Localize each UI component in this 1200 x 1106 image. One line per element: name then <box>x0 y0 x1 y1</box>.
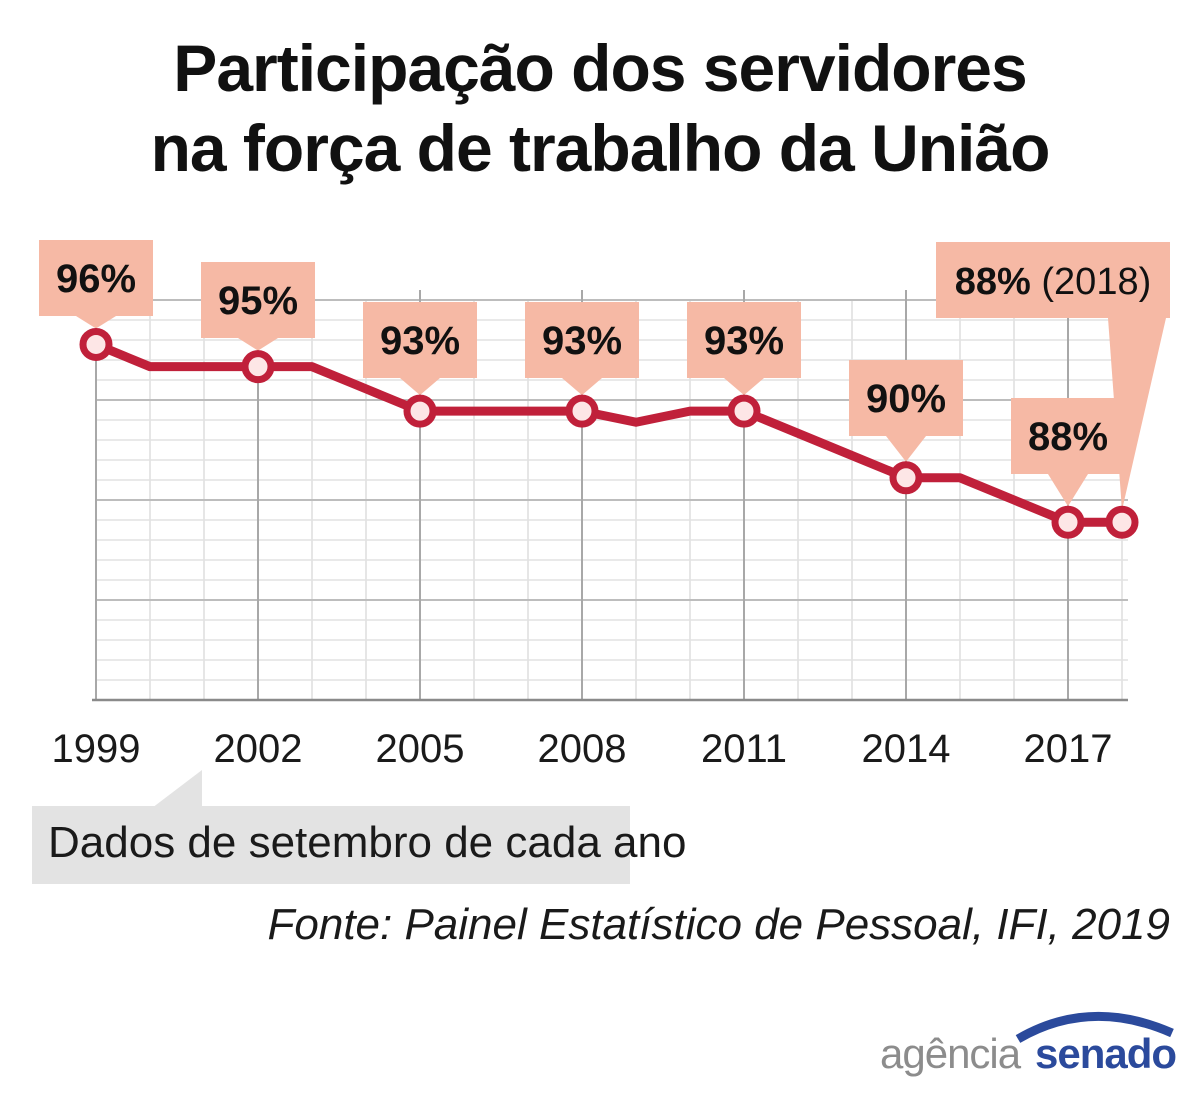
data-point <box>403 394 437 428</box>
callout-box <box>687 302 801 378</box>
note-box <box>32 806 630 884</box>
x-tick-label: 2008 <box>538 727 627 771</box>
data-point <box>565 394 599 428</box>
chart-title: Participação dos servidores na força de … <box>0 28 1200 188</box>
callout-pointer <box>76 316 116 329</box>
note-text: Dados de setembro de cada ano <box>48 818 687 867</box>
callout-box <box>936 242 1170 318</box>
callout-label: 88% (2018) <box>955 261 1151 303</box>
x-tick-label: 2014 <box>862 727 951 771</box>
callout-label: 93% <box>704 319 784 363</box>
callout-pointer <box>400 378 440 396</box>
callout-box <box>849 360 963 436</box>
callout-box <box>201 262 315 338</box>
logo-text-agencia: agência <box>880 1030 1021 1077</box>
callout-pointer <box>886 436 926 462</box>
callout-label: 90% <box>866 377 946 421</box>
logo-text-senado: senado <box>1035 1030 1177 1077</box>
data-point <box>241 350 275 384</box>
data-point <box>1051 505 1085 539</box>
x-tick-label: 2002 <box>214 727 303 771</box>
callout-box <box>363 302 477 378</box>
callout-label: 96% <box>56 257 136 301</box>
callout-box <box>525 302 639 378</box>
x-tick-label: 1999 <box>52 727 141 771</box>
data-point <box>727 394 761 428</box>
line-chart: 1999 2002 2005 2008 2011 2014 2017 96% 95% 93% 93%… <box>39 240 1170 771</box>
callout-label: 93% <box>380 319 460 363</box>
x-tick-label: 2017 <box>1024 727 1113 771</box>
title-line-2: na força de trabalho da União <box>150 111 1051 185</box>
x-tick-label: 2005 <box>376 727 465 771</box>
callout-label: 95% <box>218 279 298 323</box>
logo-arc-icon <box>1015 1011 1174 1043</box>
source-text: Fonte: Painel Estatístico de Pessoal, IF… <box>267 900 1171 949</box>
data-point <box>1105 505 1139 539</box>
x-tick-label: 2011 <box>701 727 787 771</box>
callout-pointer <box>238 338 278 351</box>
note-pointer <box>152 770 202 808</box>
data-point <box>889 461 923 495</box>
callout-pointer <box>1108 318 1166 511</box>
data-point <box>79 327 113 361</box>
callout-box <box>1011 398 1125 474</box>
callout-pointer <box>1048 474 1088 507</box>
callout-label: 93% <box>542 319 622 363</box>
callout-box <box>39 240 153 316</box>
callout-pointer <box>562 378 602 396</box>
callout-pointer <box>724 378 764 396</box>
title-line-1: Participação dos servidores <box>173 31 1027 105</box>
callout-label: 88% <box>1028 415 1108 459</box>
